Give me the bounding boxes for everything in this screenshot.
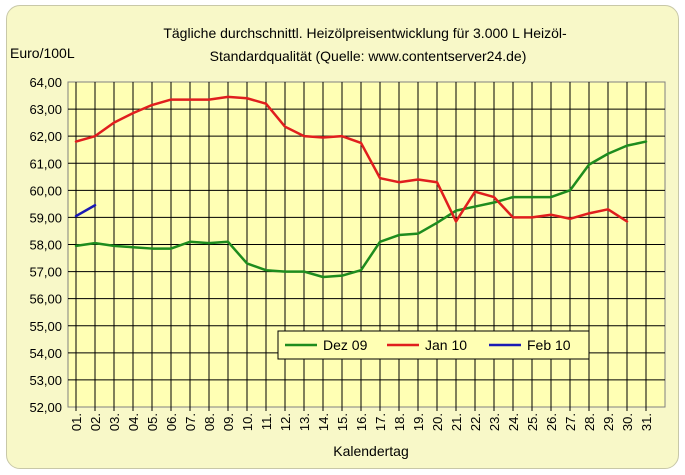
x-tick-label: 22. — [468, 413, 483, 431]
y-tick-label: 54,00 — [29, 346, 62, 361]
x-tick-label: 21. — [449, 413, 464, 431]
y-tick-label: 63,00 — [29, 102, 62, 117]
x-tick-label: 06. — [164, 413, 179, 431]
series-lines — [74, 95, 648, 279]
grid — [68, 82, 665, 407]
legend-label-jan-10: Jan 10 — [425, 337, 467, 353]
x-tick-label: 16. — [354, 413, 369, 431]
x-tick-label: 12. — [278, 413, 293, 431]
x-tick-label: 27. — [563, 413, 578, 431]
x-axis-label: Kalendertag — [333, 443, 409, 459]
series-line-feb-10 — [74, 203, 97, 218]
y-tick-label: 64,00 — [29, 75, 62, 90]
x-tick-label: 23. — [487, 413, 502, 431]
x-tick-label: 13. — [297, 413, 312, 431]
legend-label-feb-10: Feb 10 — [527, 337, 571, 353]
x-tick-label: 05. — [145, 413, 160, 431]
x-tick-label: 25. — [525, 413, 540, 431]
series-line-dez-09 — [74, 140, 648, 279]
x-tick-label: 04. — [126, 413, 141, 431]
y-tick-label: 60,00 — [29, 183, 62, 198]
y-tick-label: 53,00 — [29, 373, 62, 388]
x-tick-label: 08. — [202, 413, 217, 431]
x-tick-label: 15. — [335, 413, 350, 431]
x-tick-label: 29. — [601, 413, 616, 431]
x-tick-label: 14. — [316, 413, 331, 431]
x-tick-label: 28. — [582, 413, 597, 431]
x-tick-label: 07. — [183, 413, 198, 431]
x-tick-label: 09. — [221, 413, 236, 431]
x-tick-label: 24. — [506, 413, 521, 431]
y-tick-label: 52,00 — [29, 400, 62, 415]
legend-label-dez-09: Dez 09 — [323, 337, 368, 353]
y-tick-label: 58,00 — [29, 238, 62, 253]
y-tick-label: 57,00 — [29, 265, 62, 280]
x-tick-label: 01. — [69, 413, 84, 431]
y-axis: 52,00 53,00 54,00 55,00 56,00 57,00 58,00 59,00… — [29, 75, 62, 415]
x-tick-label: 10. — [240, 413, 255, 431]
legend: Dez 09 Jan 10 Feb 10 — [277, 330, 590, 360]
x-tick-label: 17. — [373, 413, 388, 431]
y-axis-label: Euro/100L — [10, 45, 75, 61]
y-tick-label: 55,00 — [29, 319, 62, 334]
legend-box — [277, 330, 590, 360]
y-tick-label: 59,00 — [29, 210, 62, 225]
x-tick-label: 18. — [392, 413, 407, 431]
chart-title-line1: Tägliche durchschnittl. Heizölpreisentwi… — [163, 25, 567, 41]
y-tick-label: 61,00 — [29, 156, 62, 171]
x-tick-label: 19. — [411, 413, 426, 431]
y-tick-label: 62,00 — [29, 129, 62, 144]
y-tick-label: 56,00 — [29, 292, 62, 307]
x-tick-label: 31. — [639, 413, 654, 431]
x-tick-label: 30. — [620, 413, 635, 431]
chart-title-line2: Standardqualität (Quelle: www.contentser… — [210, 48, 527, 64]
x-tick-label: 11. — [259, 413, 274, 430]
x-tick-label: 02. — [88, 413, 103, 431]
series-line-jan-10 — [74, 95, 629, 223]
x-axis: 01. 02. 03. 04. 05. 06. 07. 08. 09. 10. 11. 12. 13. 1… — [69, 407, 654, 431]
x-tick-label: 03. — [107, 413, 122, 431]
x-tick-label: 26. — [544, 413, 559, 431]
x-tick-label: 20. — [430, 413, 445, 431]
